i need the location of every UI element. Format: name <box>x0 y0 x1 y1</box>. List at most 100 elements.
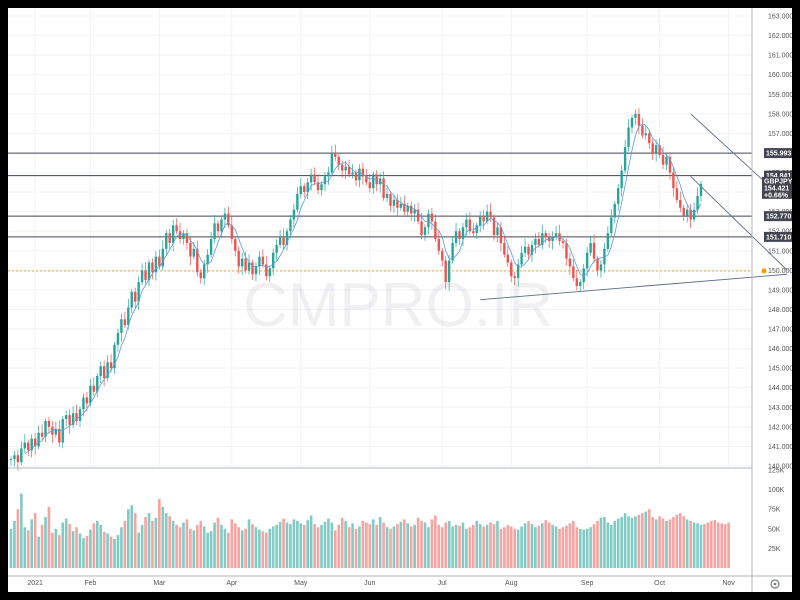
candle-body <box>33 438 37 447</box>
level-price-label: 154.841 <box>766 173 791 180</box>
candle-body <box>568 258 572 267</box>
candle-body <box>516 264 520 279</box>
candle-body <box>613 203 616 218</box>
candle-body <box>530 244 534 255</box>
time-tick-label: May <box>294 580 308 587</box>
volume-bar <box>33 513 37 568</box>
volume-bar <box>409 526 413 568</box>
volume-bar <box>434 515 437 568</box>
volume-bar <box>599 517 603 568</box>
candle-body <box>309 174 313 183</box>
candle-body <box>668 156 672 173</box>
price-tick-label: 163.000 <box>768 14 792 21</box>
volume-bar <box>296 520 299 568</box>
candle-body <box>130 291 133 308</box>
volume-bar <box>547 522 551 568</box>
candle-body <box>185 233 189 243</box>
time-tick-label: Feb <box>84 580 96 587</box>
volume-bar <box>475 520 479 568</box>
volume-bar <box>682 516 686 568</box>
candle-body <box>506 254 509 263</box>
volume-bar <box>237 527 240 568</box>
volume-bar <box>147 513 151 568</box>
volume-bar <box>654 519 658 568</box>
volume-bar <box>309 515 313 568</box>
volume-bar <box>164 513 168 568</box>
candle-body <box>71 413 75 425</box>
volume-bar <box>461 522 465 568</box>
trendlines[interactable] <box>480 113 788 301</box>
volume-bar <box>271 526 275 568</box>
volume-bar <box>627 516 630 568</box>
candle-body <box>682 207 685 216</box>
volume-bar <box>403 519 406 568</box>
volume-bar <box>144 517 147 568</box>
candle-body <box>416 209 420 222</box>
candle-body <box>137 282 140 302</box>
candle-body <box>365 176 368 183</box>
volume-bar <box>278 521 282 568</box>
volume-bar <box>658 516 661 568</box>
volume-bar <box>285 522 289 568</box>
candle-body <box>47 421 51 427</box>
chart-canvas[interactable]: CMPRO.IR 140.000 141.000 142.000 143.000 144… <box>8 8 794 592</box>
volume-bar <box>454 524 458 568</box>
volume-bar <box>330 522 334 568</box>
volume-bar <box>230 519 234 568</box>
candle-body <box>196 248 199 273</box>
price-tags: 155.993 154.841 152.770 151.710 GBPJPY154.42… <box>761 148 794 274</box>
time-tick-label: Sep <box>581 580 594 587</box>
volume-bar <box>44 517 47 568</box>
time-axis[interactable]: 2021 Feb Mar Apr May Jun Jul Aug Sep Oct Nov <box>27 580 735 587</box>
candle-body <box>623 147 627 171</box>
trendline[interactable] <box>690 113 764 181</box>
volume-bar <box>182 522 185 568</box>
candle-body <box>492 217 496 236</box>
price-tick-label: 147.000 <box>768 327 792 334</box>
candle-body <box>475 225 478 234</box>
volume-bar <box>233 523 237 568</box>
volume-bar <box>78 533 82 568</box>
volume-bar <box>668 519 672 568</box>
price-tick-label: 141.000 <box>768 444 792 451</box>
volume-bar <box>416 517 420 568</box>
volume-bar <box>189 528 192 568</box>
volume-bar <box>123 520 127 568</box>
volume-bar <box>513 528 516 568</box>
volume-bar <box>137 532 140 568</box>
candle-body <box>441 250 444 261</box>
volume-bar <box>344 520 347 568</box>
candle-body <box>9 459 13 461</box>
settings-button[interactable] <box>770 579 780 589</box>
volume-bar <box>447 520 451 568</box>
volume-bar <box>385 527 389 568</box>
volume-bar <box>316 527 320 568</box>
candle-body <box>503 242 506 255</box>
volume-bar <box>696 523 699 568</box>
volume-bar <box>168 516 171 568</box>
volume-bar <box>75 527 78 568</box>
volume-bar <box>723 524 727 568</box>
gear-icon[interactable] <box>770 579 780 589</box>
volume-bar <box>437 524 441 568</box>
candle-body <box>296 194 299 210</box>
candle-body <box>572 266 575 279</box>
volume-bar <box>399 521 403 568</box>
candle-body <box>368 182 371 189</box>
candle-body <box>589 242 592 253</box>
volume-bar <box>644 511 648 568</box>
candle-body <box>216 223 220 232</box>
volume-bar <box>496 520 499 568</box>
candle-body <box>406 205 409 212</box>
candle-body <box>447 260 451 283</box>
candle-body <box>192 248 196 257</box>
level-price-label: 152.770 <box>766 214 791 221</box>
candle-body <box>575 278 578 286</box>
trendline[interactable] <box>480 273 788 301</box>
candle-body <box>351 172 354 175</box>
candle-body <box>237 250 240 267</box>
price-axis[interactable]: 140.000 141.000 142.000 143.000 144.000 145.0… <box>768 14 793 471</box>
candle-body <box>330 152 334 173</box>
volume-bar <box>175 524 178 568</box>
trendline[interactable] <box>690 176 788 271</box>
